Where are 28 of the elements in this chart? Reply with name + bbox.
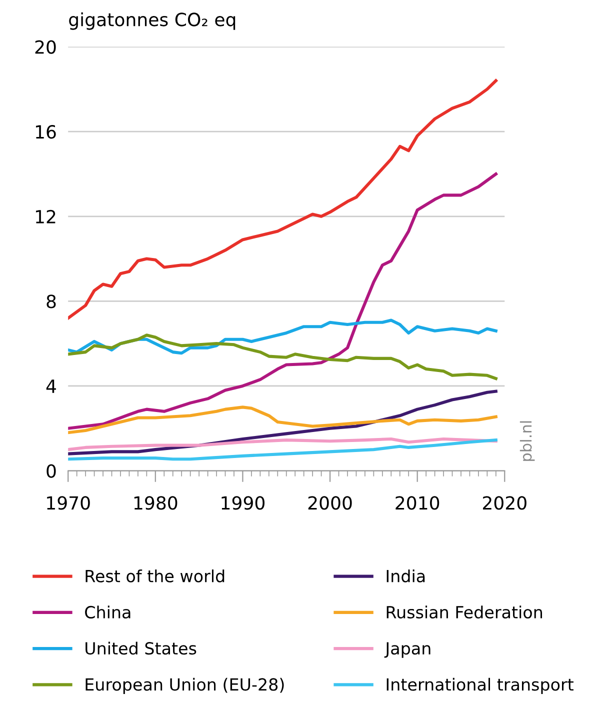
line-series [68,79,498,320]
x-tick-label: 2010 [396,496,440,510]
line-series [68,406,498,434]
line-series [68,437,498,452]
y-tick-label: 8 [46,294,56,308]
y-tick-label: 20 [35,40,56,54]
line-series [68,334,498,380]
y-tick-label: 4 [46,380,56,393]
x-tick-label: 1980 [134,496,178,510]
legend-label: Russian Federation [386,606,542,619]
x-tick-label: 1990 [222,496,264,510]
y-tick-label: 0 [46,464,56,478]
line-series [68,438,498,461]
text: pbl.nl [520,421,535,461]
x-tick-label: 2020 [482,496,526,510]
legend-label: International transport [386,678,574,694]
x-tick-label: 1970 [47,496,90,510]
x-tick-label: 2000 [308,496,352,510]
legend-label: Japan [384,642,430,658]
y-axis-title: gigatonnes CO₂ eq [69,12,236,30]
legend-label: Rest of the world [86,569,224,582]
line-series [68,172,498,430]
legend-label: China [85,606,130,619]
legend-label: European Union (EU-28) [86,678,284,694]
legend-label: India [386,569,425,582]
legend-label: United States [86,642,196,655]
y-tick-label: 12 [36,210,56,224]
y-tick-label: 16 [36,125,56,139]
